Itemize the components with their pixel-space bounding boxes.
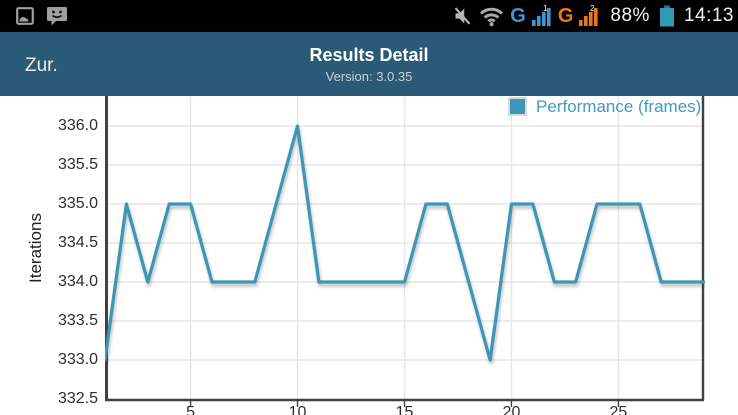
y-tick-label: 332.5 <box>57 390 98 407</box>
wifi-icon <box>478 5 505 27</box>
results-chart: Iterations 336.0 335.5 335.0 334.5 334.0 333.… <box>0 96 738 415</box>
y-tick-label: 334.5 <box>57 234 98 251</box>
mute-icon <box>452 5 473 27</box>
plot-area <box>105 96 705 407</box>
legend-item-performance[interactable]: Performance (frames) <box>508 97 701 117</box>
legend-label: Performance (frames) <box>536 97 702 116</box>
y-tick-label: 333.0 <box>57 351 98 368</box>
version-subtitle: Version: 3.0.35 <box>325 68 413 84</box>
y-tick-label: 334.0 <box>57 273 98 290</box>
notification-icons <box>14 4 69 28</box>
y-tick-label: 335.5 <box>57 156 98 173</box>
back-button[interactable]: Zur. <box>25 54 58 76</box>
x-tick-label: 15 <box>395 404 414 415</box>
battery-percent: 88% <box>610 5 650 26</box>
clock: 14:13 <box>683 5 734 26</box>
messages-icon <box>45 4 69 28</box>
svg-text:2: 2 <box>590 4 595 13</box>
y-tick-label: 335.0 <box>57 195 98 212</box>
action-bar: Zur. Results Detail Version: 3.0.35 <box>0 32 738 96</box>
battery-icon <box>659 4 675 28</box>
svg-text:1: 1 <box>543 4 548 13</box>
y-tick-label: 333.5 <box>57 312 98 329</box>
status-bar: G 1 G 2 88% <box>0 0 738 32</box>
x-tick-label: 20 <box>502 404 521 415</box>
y-tick-label: 336.0 <box>57 117 98 134</box>
signal-bars-sim2-icon: 2 <box>578 4 600 28</box>
x-tick-label: 5 <box>186 404 196 415</box>
sim1-carrier-letter: G <box>510 4 526 27</box>
legend-swatch-icon <box>508 97 527 116</box>
sim2-carrier-letter: G <box>557 4 574 27</box>
performance-line-series <box>105 124 705 362</box>
signal-bars-sim1-icon: 1 <box>531 4 553 28</box>
x-tick-label: 10 <box>288 404 307 415</box>
x-tick-label: 25 <box>609 404 628 415</box>
screenshot-icon <box>14 5 36 27</box>
page-title: Results Detail <box>309 44 429 65</box>
